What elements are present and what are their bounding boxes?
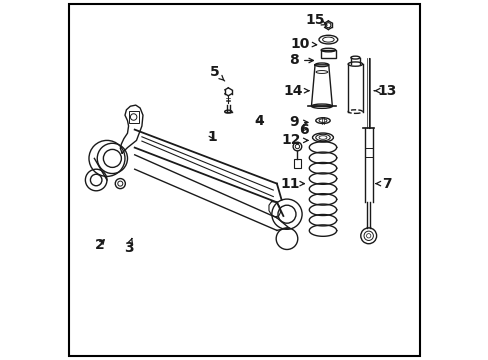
Text: 11: 11 <box>280 177 304 190</box>
Text: 12: 12 <box>281 134 307 147</box>
Text: 13: 13 <box>373 84 396 98</box>
Text: 15: 15 <box>305 13 326 27</box>
Text: 10: 10 <box>290 37 316 51</box>
Text: 8: 8 <box>289 54 313 67</box>
Text: 14: 14 <box>283 84 308 98</box>
Bar <box>293 159 301 168</box>
Text: 2: 2 <box>95 238 104 252</box>
Text: 7: 7 <box>375 177 391 190</box>
Bar <box>321 50 335 58</box>
Text: 6: 6 <box>299 123 308 136</box>
Text: 5: 5 <box>210 65 224 81</box>
Text: 9: 9 <box>289 116 307 129</box>
Text: 3: 3 <box>123 238 133 255</box>
Text: 1: 1 <box>207 130 217 144</box>
Bar <box>128 111 139 123</box>
Text: 4: 4 <box>253 114 263 127</box>
